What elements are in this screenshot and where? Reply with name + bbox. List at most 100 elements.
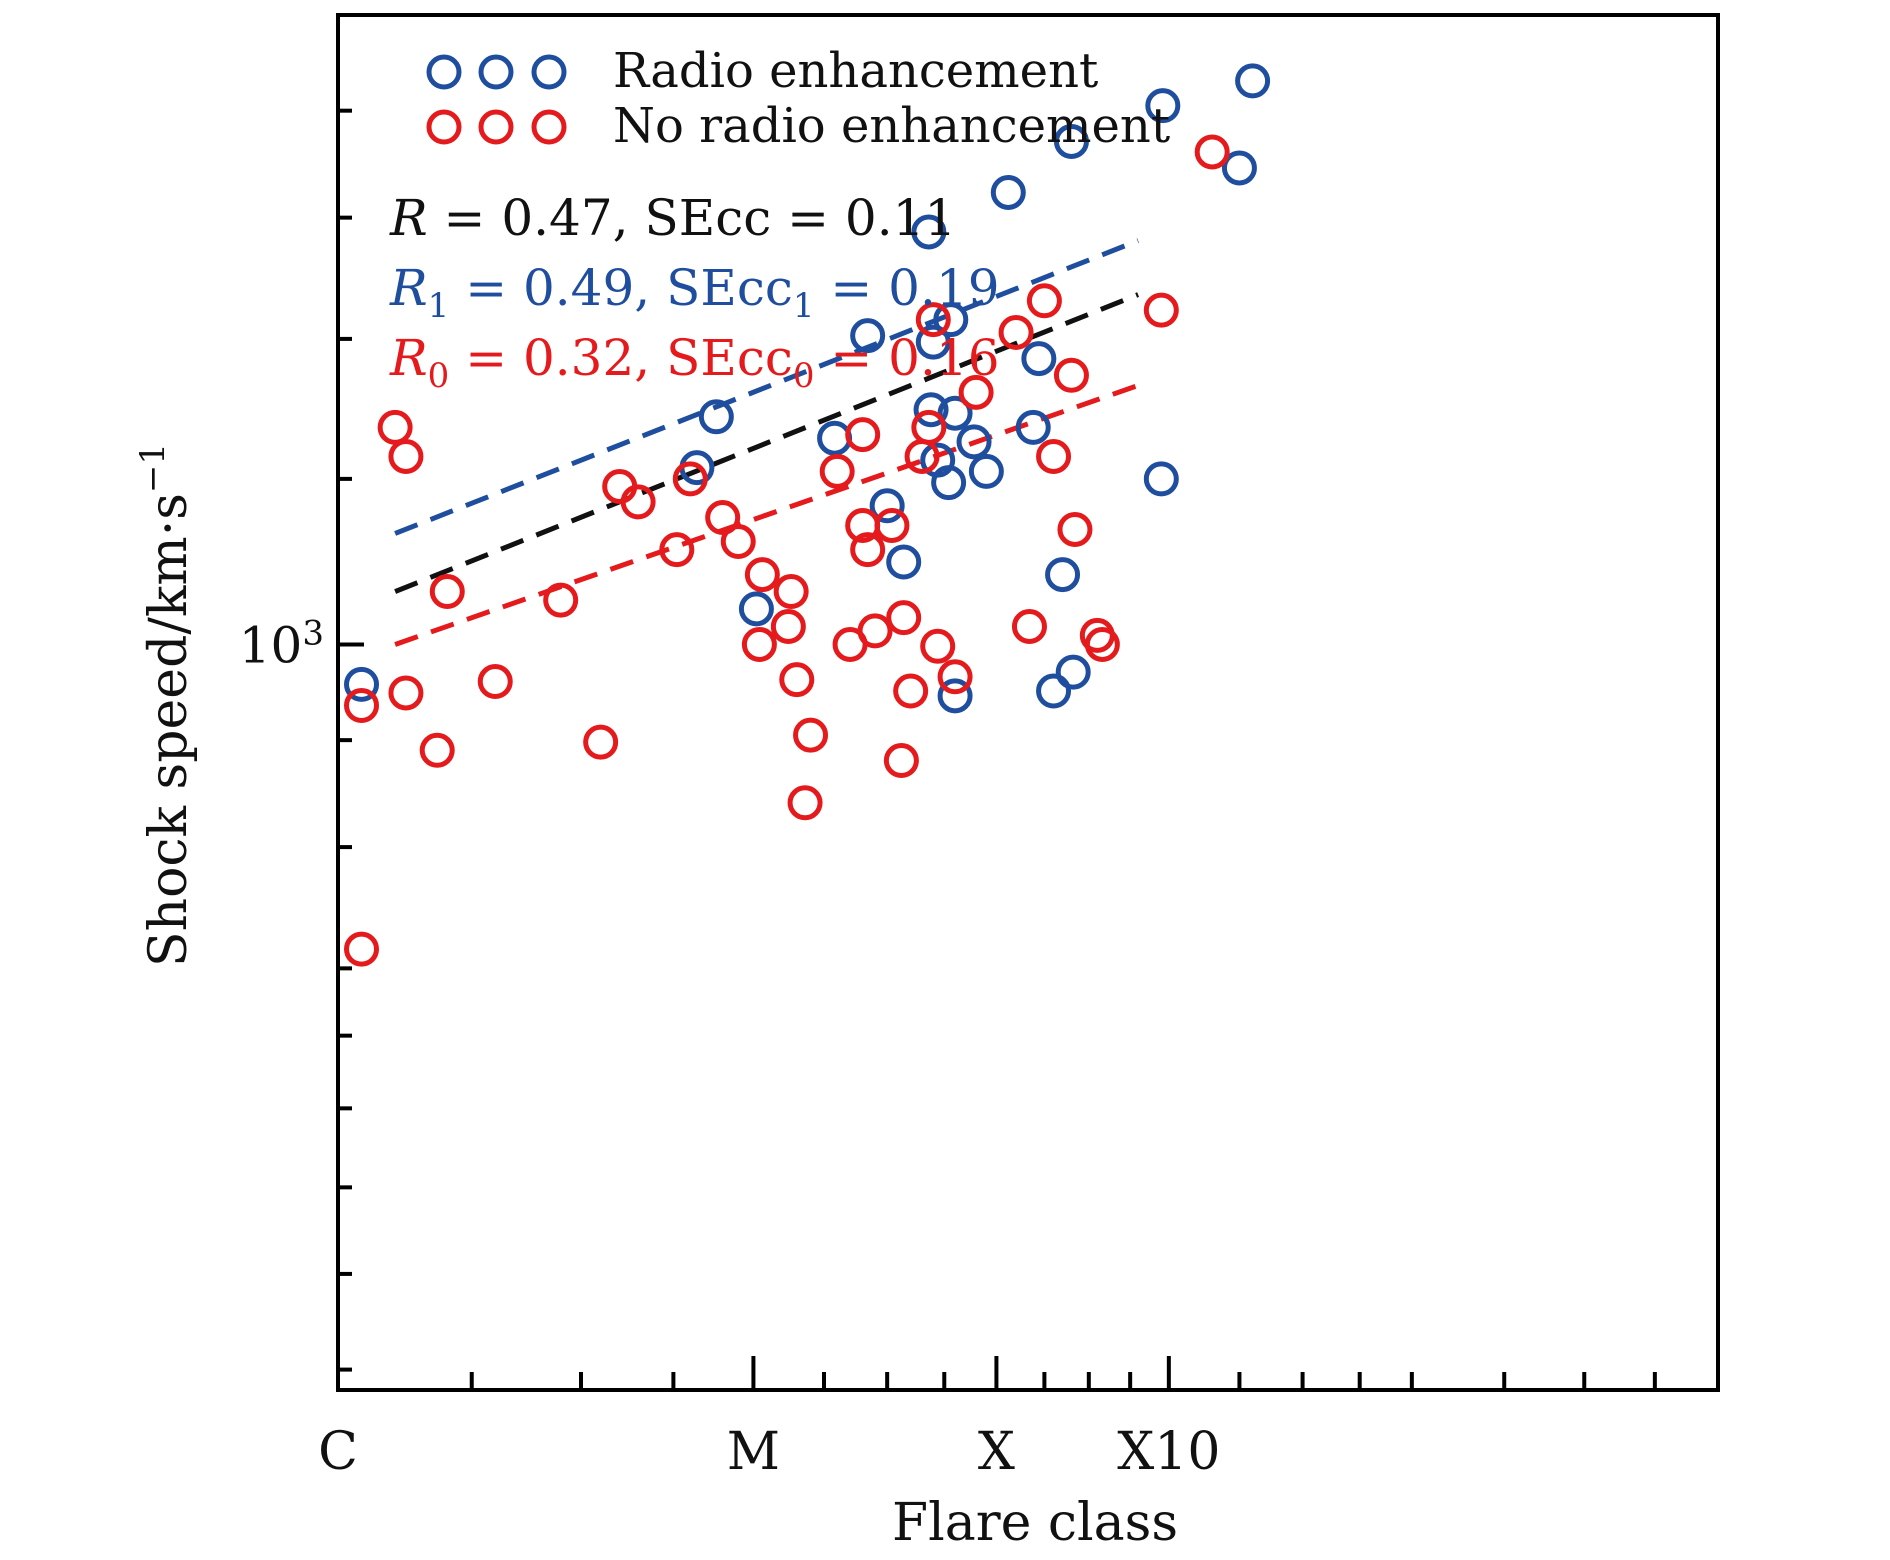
point-1-46	[819, 453, 855, 489]
point-1-12	[874, 507, 910, 543]
point-1-37	[659, 532, 695, 568]
point-1-45	[741, 626, 777, 662]
point-0-24	[850, 318, 886, 354]
point-1-33	[787, 785, 823, 821]
y-axis-title: Shock speed/km·s−1	[133, 443, 199, 967]
y-axis-title-sup: −1	[133, 443, 173, 493]
points-layer	[344, 63, 1271, 967]
y-axis: 103	[239, 13, 364, 1372]
annotation-se-value-0: = 0.11	[771, 189, 956, 247]
point-0-4	[1235, 63, 1271, 99]
legend-marker-0-0	[426, 54, 462, 90]
point-0-14	[1015, 409, 1051, 445]
point-0-13	[920, 442, 956, 478]
x-tick-label-3: X10	[1117, 1422, 1220, 1482]
point-1-8	[744, 557, 780, 593]
point-1-34	[883, 743, 919, 779]
annotation-se-symbol-2: SEcc	[666, 329, 793, 387]
point-0-3	[1021, 341, 1057, 377]
point-1-47	[419, 732, 455, 768]
point-1-41	[920, 628, 956, 664]
point-0-15	[1036, 673, 1072, 709]
point-0-16	[869, 488, 905, 524]
point-1-20	[344, 687, 380, 723]
point-0-22	[1045, 557, 1081, 593]
point-1-44	[1053, 357, 1089, 393]
point-0-21	[1055, 654, 1091, 690]
legend-label-1: No radio enhancement	[613, 98, 1170, 154]
point-0-9	[915, 324, 951, 360]
annotation-r-symbol-2: R	[389, 329, 428, 387]
legend-label-0: Radio enhancement	[613, 43, 1098, 99]
annotation-r-subscript-2: 0	[428, 356, 450, 396]
legend-entry-0: Radio enhancement	[426, 43, 1098, 99]
annotation-se-value-1: = 0.19	[815, 259, 1000, 317]
annotation-line-1: R1 = 0.49, SEcc1 = 0.19	[389, 259, 1000, 326]
point-1-2	[429, 574, 465, 610]
annotation-line-0: R = 0.47, SEcc = 0.11	[389, 189, 956, 247]
point-1-28	[1143, 292, 1179, 328]
point-1-0	[377, 409, 413, 445]
point-1-9	[773, 574, 809, 610]
point-1-6	[620, 484, 656, 520]
point-1-7	[720, 524, 756, 560]
legend-marker-1-1	[478, 109, 514, 145]
point-0-2	[968, 453, 1004, 489]
point-1-26	[1011, 608, 1047, 644]
annotation-line-2: R0 = 0.32, SEcc0 = 0.16	[389, 329, 1000, 396]
legend-marker-0-1	[478, 54, 514, 90]
point-0-18	[956, 424, 992, 460]
annotation-r-value-1: = 0.49,	[449, 259, 666, 317]
annotation-se-symbol-1: SEcc	[666, 259, 793, 317]
point-0-0	[344, 666, 380, 702]
annotation-r-symbol-0: R	[389, 189, 428, 247]
legend-marker-1-2	[531, 109, 567, 145]
legend-entry-1: No radio enhancement	[426, 98, 1170, 154]
point-0-17	[886, 544, 922, 580]
point-1-24	[779, 662, 815, 698]
y-tick-label-0: 103	[239, 613, 324, 674]
point-0-25	[738, 591, 774, 627]
x-tick-label-0: C	[318, 1422, 358, 1482]
point-1-13	[886, 600, 922, 636]
annotation-se-value-2: = 0.16	[815, 329, 1000, 387]
annotation-se-subscript-2: 0	[793, 356, 815, 396]
legend-marker-1-0	[426, 109, 462, 145]
point-1-32	[893, 673, 929, 709]
point-1-40	[904, 438, 940, 474]
point-1-27	[1057, 511, 1093, 547]
series-1	[344, 134, 1230, 967]
point-1-16	[1026, 283, 1062, 319]
point-0-19	[1221, 150, 1257, 186]
point-1-3	[477, 664, 513, 700]
point-1-39	[857, 613, 893, 649]
annotation-se-subscript-1: 1	[793, 286, 815, 326]
point-0-12	[933, 302, 969, 338]
x-tick-label-2: X	[978, 1422, 1015, 1482]
point-0-5	[1053, 123, 1089, 159]
point-0-27	[937, 678, 973, 714]
point-1-48	[705, 500, 741, 536]
point-1-43	[1036, 438, 1072, 474]
plot-area-border	[336, 13, 1720, 1392]
x-axis-title: Flare class	[892, 1493, 1178, 1553]
point-1-22	[388, 675, 424, 711]
x-tick-label-1: M	[727, 1422, 780, 1482]
point-1-1	[388, 438, 424, 474]
point-0-23	[698, 399, 734, 435]
point-0-20	[1143, 461, 1179, 497]
point-0-8	[911, 214, 947, 250]
point-1-4	[543, 582, 579, 618]
y-axis-title-main: Shock speed/km·s	[139, 493, 199, 967]
point-1-42	[937, 659, 973, 695]
point-1-38	[770, 608, 806, 644]
point-1-36	[958, 374, 994, 410]
point-0-7	[990, 174, 1026, 210]
point-0-11	[913, 392, 949, 428]
y-tick-label-exponent: 3	[302, 613, 324, 653]
point-1-21	[344, 931, 380, 967]
annotation-r-symbol-1: R	[389, 259, 428, 317]
